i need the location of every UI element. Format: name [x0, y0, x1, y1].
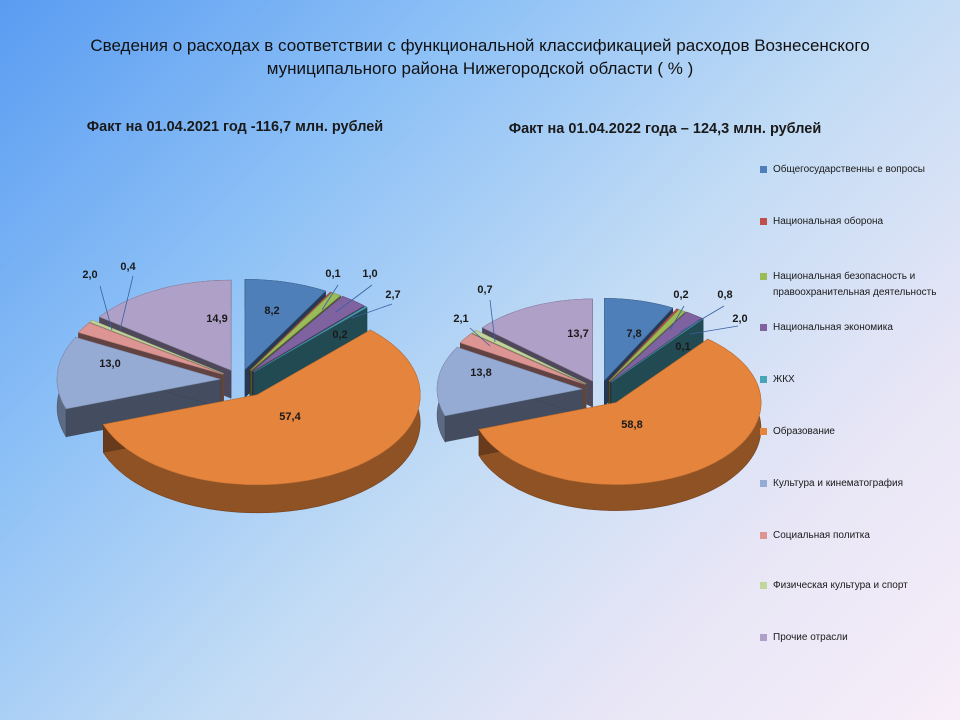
slice-security — [608, 309, 686, 382]
pie-chart-2022: 7,8 0,2 0,82,0 0,1 58,8 13,8 2,1 0,7 13,7 — [436, 284, 762, 511]
slice-security — [250, 292, 342, 371]
legend-item-housing: ЖКХ — [760, 372, 950, 388]
data-label-economy: 2,7 — [385, 289, 400, 301]
leader-line-security — [679, 305, 725, 333]
slice-culture — [436, 346, 584, 417]
legend-label: Прочие отрасли — [773, 632, 848, 643]
data-label-security: 1,0 — [362, 268, 377, 280]
data-label-sport: 0,7 — [477, 284, 492, 296]
legend-label: Национальная экономика — [773, 322, 893, 333]
chart-2022-title: Факт на 01.04.2022 года – 124,3 млн. руб… — [508, 121, 822, 137]
data-label-other: 13,7 — [567, 328, 588, 340]
chart-2021-title: Факт на 01.04.2021 год -116,7 млн. рубле… — [86, 119, 384, 135]
leader-line-defense — [669, 305, 685, 331]
legend-item-sport: Физическая культура и спорт — [760, 578, 950, 594]
legend-item-education: Образование — [760, 424, 950, 440]
data-label-housing: 0,1 — [675, 341, 690, 353]
leader-line-economy — [689, 325, 739, 335]
data-label-general: 7,8 — [626, 328, 641, 340]
legend-swatch — [760, 582, 767, 589]
legend-label: Физическая культура и спорт — [773, 580, 908, 591]
leader-line-economy — [351, 303, 393, 319]
data-label-defense: 0,1 — [325, 268, 340, 280]
legend-swatch — [760, 166, 767, 173]
leader-line-sport — [489, 299, 496, 343]
slice-other — [481, 298, 593, 382]
leader-line-social — [99, 285, 113, 331]
legend-swatch — [760, 428, 767, 435]
data-label-social: 2,0 — [82, 269, 97, 281]
data-label-education: 57,4 — [279, 411, 301, 423]
slice-economy — [610, 311, 703, 383]
legend-item-social: Социальная политка — [760, 528, 950, 544]
slice-sport — [89, 319, 224, 374]
data-label-housing: 0,2 — [332, 329, 347, 341]
slice-social — [77, 322, 224, 375]
slice-defense — [249, 291, 332, 371]
legend-swatch — [760, 532, 767, 539]
slide-title: Сведения о расходах в соответствии с фун… — [90, 36, 870, 78]
legend-label: Национальная оборона — [773, 216, 884, 227]
legend-item-defense: Национальная оборона — [760, 214, 950, 230]
legend-item-economy: Национальная экономика — [760, 320, 950, 336]
legend-swatch — [760, 634, 767, 641]
leader-line-security — [335, 284, 373, 313]
data-label-social: 2,1 — [453, 313, 468, 325]
legend-swatch — [760, 273, 767, 280]
slice-general — [244, 279, 327, 371]
legend-swatch — [760, 218, 767, 225]
legend-item-general: Общегосударственны е вопросы — [760, 162, 950, 178]
slice-culture — [56, 337, 221, 410]
slice-education — [102, 329, 421, 486]
slice-education — [478, 338, 762, 485]
data-label-economy: 2,0 — [732, 313, 747, 325]
data-label-other: 14,9 — [206, 313, 227, 325]
data-label-education: 58,8 — [621, 419, 642, 431]
slice-social — [459, 333, 586, 385]
legend-label: Национальная безопасность и правоохранит… — [773, 271, 937, 298]
slice-housing — [253, 306, 368, 373]
legend-label: Общегосударственны е вопросы — [773, 164, 925, 175]
data-label-general: 8,2 — [264, 305, 279, 317]
legend-label: Культура и кинематография — [773, 478, 904, 489]
legend-item-other: Прочие отрасли — [760, 630, 950, 646]
slice-other — [98, 279, 232, 371]
legend-item-culture: Культура и кинематография — [760, 476, 950, 492]
leader-line-defense — [321, 284, 339, 311]
legend-swatch — [760, 376, 767, 383]
data-label-culture: 13,0 — [99, 358, 120, 370]
legend-label: Образование — [773, 426, 835, 437]
legend-item-security: Национальная безопасность и правоохранит… — [760, 269, 950, 301]
legend-label: ЖКХ — [773, 374, 795, 385]
data-label-sport: 0,4 — [120, 261, 136, 273]
data-label-defense: 0,2 — [673, 289, 688, 301]
slice-general — [604, 298, 674, 382]
leader-line-social — [469, 327, 491, 347]
legend-swatch — [760, 324, 767, 331]
slice-defense — [608, 308, 679, 382]
leader-line-sport — [119, 275, 134, 331]
legend-swatch — [760, 480, 767, 487]
slice-economy — [252, 295, 365, 372]
data-label-security: 0,8 — [717, 289, 732, 301]
legend-label: Социальная политка — [773, 530, 870, 541]
data-label-culture: 13,8 — [470, 367, 491, 379]
pie-chart-2021: 8,2 0,1 1,0 2,7 0,2 57,4 13,0 2,0 0,4 14,9 — [56, 261, 421, 514]
